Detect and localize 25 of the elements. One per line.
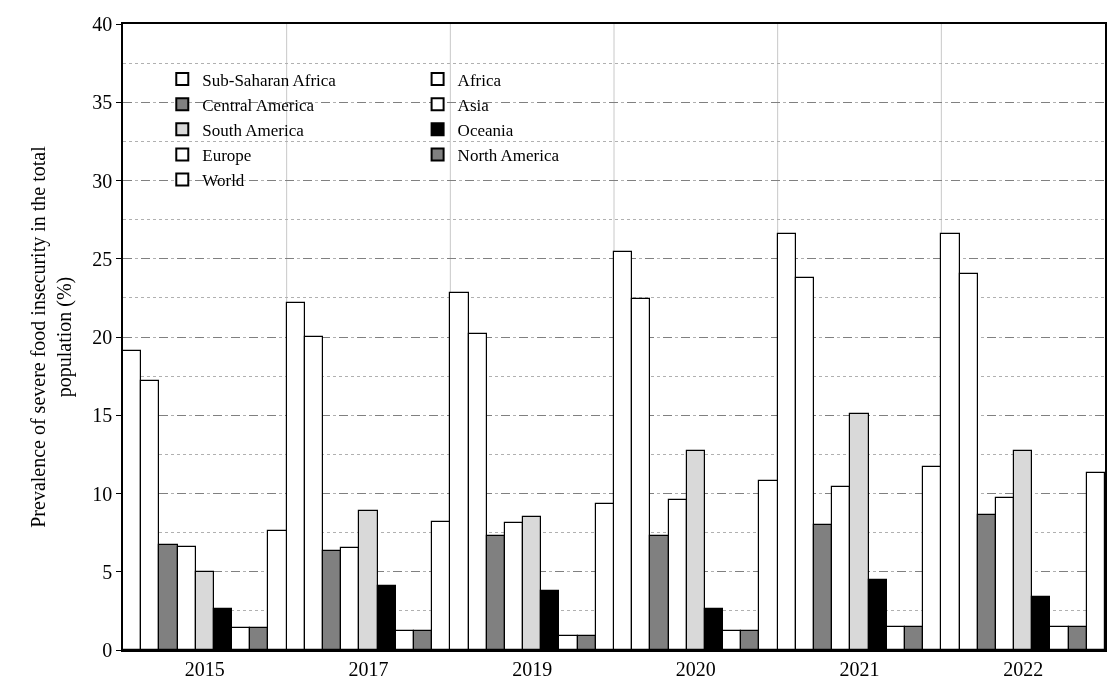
y-tick-label: 30 <box>92 169 113 192</box>
x-tick-label: 2019 <box>512 657 553 680</box>
x-tick-label: 2021 <box>839 657 880 680</box>
y-tick-label: 15 <box>92 404 113 427</box>
y-tick-label: 10 <box>92 482 113 505</box>
y-axis-title: Prevalence of severe food insecurity in the total population (%) <box>27 145 77 528</box>
x-tick-label: 2022 <box>1003 657 1044 680</box>
x-tick-label: 2017 <box>348 657 389 680</box>
legend-label: World <box>202 171 245 191</box>
y-tick-label: 25 <box>92 247 113 270</box>
legend-label: Europe <box>202 146 252 166</box>
y-tick-label: 5 <box>102 560 113 583</box>
legend-label: South America <box>202 120 305 140</box>
y-tick-label: 20 <box>92 326 113 348</box>
y-tick-label: 40 <box>92 13 113 35</box>
legend-label: Oceania <box>457 120 514 140</box>
legend-label: Africa <box>457 70 502 90</box>
y-tick-label: 0 <box>102 639 113 661</box>
legend-label: Asia <box>457 95 490 115</box>
y-tick-label: 35 <box>92 91 113 114</box>
x-tick-label: 2020 <box>675 657 716 680</box>
legend-label: Central America <box>202 95 315 115</box>
legend-label: North America <box>457 146 560 166</box>
legend-label: Sub-Saharan Africa <box>202 70 337 90</box>
x-tick-label: 2015 <box>184 657 225 680</box>
